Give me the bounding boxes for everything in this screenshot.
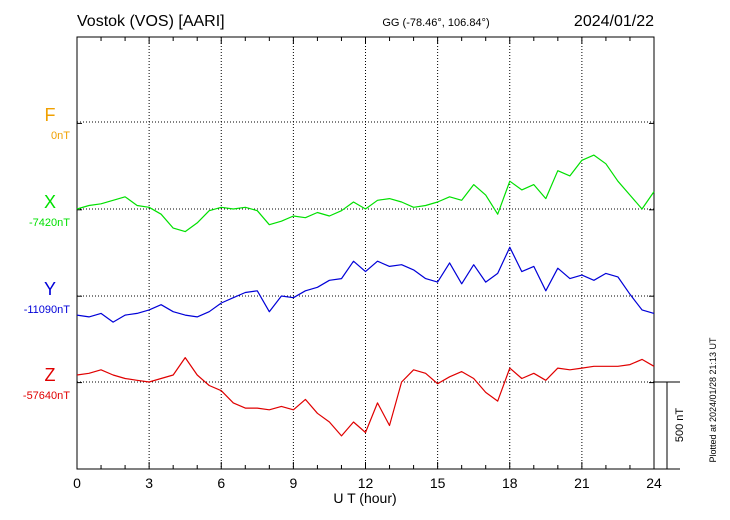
series-name-Y: Y (44, 279, 56, 299)
x-tick-label-6: 6 (217, 475, 225, 491)
x-tick-label-0: 0 (73, 475, 81, 491)
date-label: 2024/01/22 (574, 13, 654, 30)
scale-bar-label: 500 nT (674, 408, 686, 443)
series-baseline-Z: -57640nT (23, 390, 70, 402)
scale-bar (654, 381, 680, 470)
x-tick-label-9: 9 (289, 475, 297, 491)
x-tick-labels: 0 3 6 9 12 15 18 21 24 (73, 475, 662, 491)
series-baseline-X: -7420nT (29, 217, 70, 229)
x-tick-label-12: 12 (358, 475, 374, 491)
series-name-F: F (45, 105, 56, 125)
trace-Y (76, 246, 655, 323)
x-tick-label-18: 18 (502, 475, 518, 491)
x-tick-label-15: 15 (430, 475, 446, 491)
series-baseline-Y: -11090nT (24, 304, 71, 316)
coordinates-label: GG (-78.46°, 106.84°) (382, 17, 489, 29)
trace-Z (76, 357, 655, 437)
series-traces (76, 154, 655, 437)
axis-ticks (76, 36, 655, 470)
trace-X (76, 154, 655, 233)
x-tick-label-21: 21 (574, 475, 590, 491)
grid-lines (77, 37, 654, 469)
x-axis-label: U T (hour) (333, 490, 396, 506)
station-title: Vostok (VOS) [AARI] (77, 13, 225, 30)
series-name-Z: Z (45, 365, 56, 385)
series-labels: F 0nT X -7420nT Y -11090nT Z -57640nT (23, 105, 70, 402)
x-tick-label-3: 3 (145, 475, 153, 491)
plotted-timestamp: Plotted at 2024/01/28 21:13 UT (708, 337, 718, 463)
series-baseline-F: 0nT (51, 130, 70, 142)
series-name-X: X (44, 192, 56, 212)
x-tick-label-24: 24 (646, 475, 662, 491)
